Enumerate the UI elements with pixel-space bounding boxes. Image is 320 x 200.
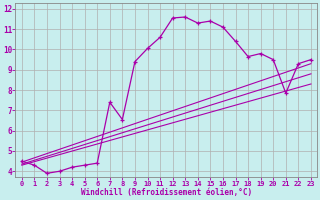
X-axis label: Windchill (Refroidissement éolien,°C): Windchill (Refroidissement éolien,°C)	[81, 188, 252, 197]
